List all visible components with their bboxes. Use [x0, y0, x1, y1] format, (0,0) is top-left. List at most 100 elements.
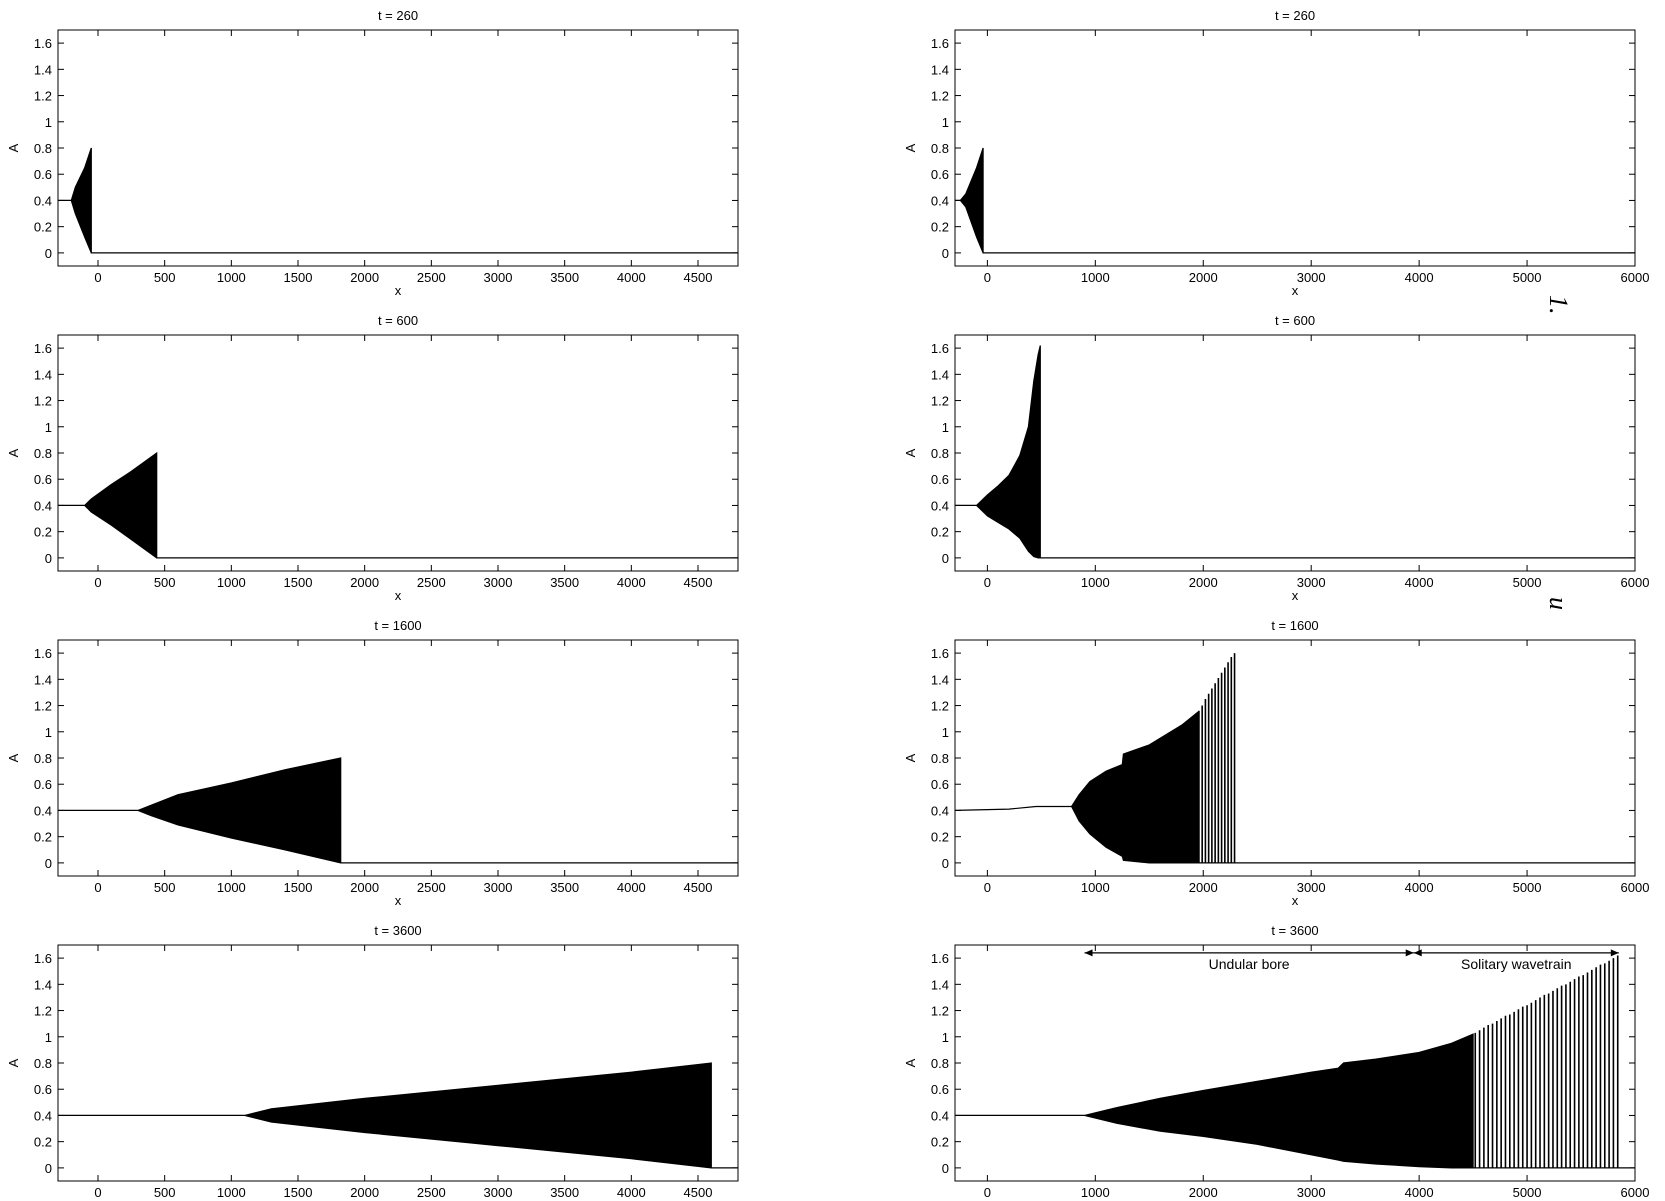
x-axis-label: x [395, 588, 402, 603]
y-tick-label: 0.8 [931, 1056, 949, 1071]
wave-envelope [955, 147, 1635, 254]
y-tick-label: 0.8 [34, 1056, 52, 1071]
y-tick-label: 1.2 [931, 394, 949, 409]
y-tick-label: 0.2 [931, 525, 949, 540]
x-tick-label: 1000 [1081, 270, 1110, 285]
x-tick-label: 2500 [417, 1185, 446, 1200]
x-tick-label: 0 [984, 270, 991, 285]
x-tick-label: 3000 [1297, 880, 1326, 895]
y-tick-label: 1.6 [34, 951, 52, 966]
x-tick-label: 3000 [484, 1185, 513, 1200]
x-tick-label: 500 [154, 575, 176, 590]
y-tick-label: 1.2 [34, 699, 52, 714]
y-axis-label: A [903, 1058, 918, 1067]
y-tick-label: 1.4 [34, 367, 52, 382]
chart-1: 0 500 1000 1500 2000 2500 3000 3500 4000 4500 0 0.2… [6, 8, 739, 298]
y-tick-label: 0.4 [34, 498, 52, 513]
x-tick-label: 1500 [284, 880, 313, 895]
x-tick-label: 1000 [1081, 575, 1110, 590]
y-tick-label: 1.2 [34, 89, 52, 104]
y-tick-label: 0.6 [34, 472, 52, 487]
chart-title: t = 1600 [374, 618, 421, 633]
y-tick-label: 0 [942, 246, 949, 261]
x-tick-label: 500 [154, 1185, 176, 1200]
y-tick-label: 0 [942, 551, 949, 566]
x-tick-label: 1000 [217, 575, 246, 590]
x-axis-label: x [1292, 1198, 1299, 1201]
y-tick-label: 0.8 [931, 141, 949, 156]
y-tick-label: 0.6 [34, 1082, 52, 1097]
wave-envelope [58, 757, 738, 864]
x-tick-label: 5000 [1513, 575, 1542, 590]
x-tick-label: 4000 [617, 1185, 646, 1200]
x-tick-label: 2500 [417, 270, 446, 285]
x-tick-label: 2000 [1189, 880, 1218, 895]
x-tick-label: 5000 [1513, 880, 1542, 895]
x-tick-label: 2000 [350, 880, 379, 895]
x-tick-label: 2500 [417, 880, 446, 895]
y-tick-label: 1.6 [931, 646, 949, 661]
x-tick-label: 2500 [417, 575, 446, 590]
y-tick-label: 1.2 [931, 1004, 949, 1019]
x-tick-label: 3500 [550, 575, 579, 590]
x-tick-label: 4000 [617, 880, 646, 895]
y-tick-label: 0.8 [34, 141, 52, 156]
y-tick-label: 0.6 [931, 777, 949, 792]
y-tick-label: 0.8 [931, 446, 949, 461]
y-tick-label: 0 [942, 1161, 949, 1176]
x-tick-label: 3000 [1297, 1185, 1326, 1200]
x-tick-label: 1000 [217, 880, 246, 895]
chart-title: t = 1600 [1271, 618, 1318, 633]
x-axis-label: x [395, 893, 402, 908]
y-tick-label: 0 [45, 1161, 52, 1176]
x-tick-label: 3000 [484, 880, 513, 895]
y-tick-label: 1 [45, 1030, 52, 1045]
y-tick-label: 1.6 [34, 646, 52, 661]
side-mark-u: u [1544, 597, 1573, 610]
annotation-label: Undular bore [1209, 956, 1290, 972]
y-tick-label: 0.4 [931, 193, 949, 208]
y-tick-label: 1.2 [931, 699, 949, 714]
y-tick-label: 0.2 [34, 525, 52, 540]
y-tick-label: 0.6 [34, 777, 52, 792]
annotation-arrowhead-right [1405, 949, 1414, 957]
y-tick-label: 1.6 [931, 36, 949, 51]
y-tick-label: 0.8 [34, 751, 52, 766]
y-tick-label: 0.4 [931, 1108, 949, 1123]
x-tick-label: 4500 [684, 880, 713, 895]
x-axis-label: x [1292, 893, 1299, 908]
wave-envelope [954, 710, 1635, 864]
wave-envelope [58, 451, 738, 559]
x-tick-label: 1000 [217, 1185, 246, 1200]
chart-7: 0 500 1000 1500 2000 2500 3000 3500 4000 4500 0 0.2… [6, 923, 739, 1201]
x-tick-label: 0 [94, 880, 101, 895]
y-tick-label: 1.4 [34, 672, 52, 687]
x-tick-label: 0 [94, 575, 101, 590]
x-tick-label: 500 [154, 880, 176, 895]
chart-title: t = 3600 [1271, 923, 1318, 938]
y-tick-label: 1.4 [931, 977, 949, 992]
y-tick-label: 0 [45, 246, 52, 261]
x-tick-label: 4000 [1405, 575, 1434, 590]
wave-envelope [955, 1033, 1635, 1169]
y-tick-label: 1.4 [34, 977, 52, 992]
y-axis-label: A [6, 448, 21, 457]
y-tick-label: 1 [45, 115, 52, 130]
x-tick-label: 1000 [1081, 880, 1110, 895]
x-tick-label: 4000 [617, 575, 646, 590]
y-tick-label: 1.6 [34, 341, 52, 356]
y-axis-label: A [6, 753, 21, 762]
y-tick-label: 0.2 [34, 220, 52, 235]
x-tick-label: 500 [154, 270, 176, 285]
x-tick-label: 4500 [684, 575, 713, 590]
y-tick-label: 0 [45, 551, 52, 566]
y-tick-label: 0.6 [931, 472, 949, 487]
axes-box [57, 334, 739, 572]
y-tick-label: 0.4 [34, 1108, 52, 1123]
side-mark-1: 1. [1544, 295, 1573, 315]
y-tick-label: 0.6 [931, 167, 949, 182]
x-tick-label: 3000 [484, 270, 513, 285]
y-tick-label: 1.6 [931, 341, 949, 356]
y-tick-label: 0.4 [34, 803, 52, 818]
y-tick-label: 1.2 [34, 394, 52, 409]
